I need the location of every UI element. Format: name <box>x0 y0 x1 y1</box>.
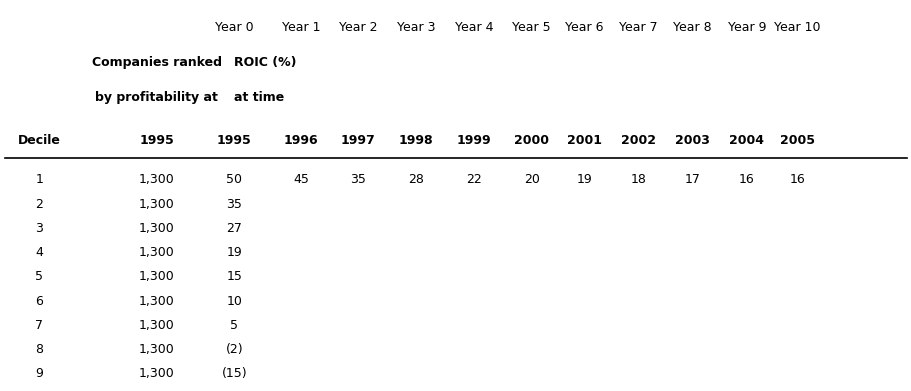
Text: (15): (15) <box>221 367 247 380</box>
Text: Year 9: Year 9 <box>727 21 765 34</box>
Text: 1,300: 1,300 <box>138 367 175 380</box>
Text: 19: 19 <box>576 173 592 187</box>
Text: 2001: 2001 <box>567 134 601 147</box>
Text: 1: 1 <box>36 173 43 187</box>
Text: (2): (2) <box>225 343 243 356</box>
Text: 8: 8 <box>36 343 43 356</box>
Text: 5: 5 <box>230 319 238 332</box>
Text: 20: 20 <box>523 173 539 187</box>
Text: 1995: 1995 <box>217 134 251 147</box>
Text: 1,300: 1,300 <box>138 270 175 283</box>
Text: 35: 35 <box>350 173 366 187</box>
Text: 1,300: 1,300 <box>138 197 175 211</box>
Text: 18: 18 <box>630 173 646 187</box>
Text: 45: 45 <box>292 173 309 187</box>
Text: 1,300: 1,300 <box>138 246 175 259</box>
Text: Year 1: Year 1 <box>281 21 320 34</box>
Text: ROIC (%): ROIC (%) <box>234 56 297 69</box>
Text: 2: 2 <box>36 197 43 211</box>
Text: 2005: 2005 <box>779 134 814 147</box>
Text: Year 2: Year 2 <box>339 21 377 34</box>
Text: 6: 6 <box>36 294 43 308</box>
Text: 1,300: 1,300 <box>138 294 175 308</box>
Text: 28: 28 <box>407 173 424 187</box>
Text: 16: 16 <box>738 173 754 187</box>
Text: 4: 4 <box>36 246 43 259</box>
Text: 2004: 2004 <box>729 134 763 147</box>
Text: 1998: 1998 <box>398 134 433 147</box>
Text: 7: 7 <box>36 319 43 332</box>
Text: 10: 10 <box>226 294 242 308</box>
Text: Year 0: Year 0 <box>215 21 253 34</box>
Text: 1,300: 1,300 <box>138 173 175 187</box>
Text: 1999: 1999 <box>456 134 491 147</box>
Text: 22: 22 <box>466 173 482 187</box>
Text: 1995: 1995 <box>139 134 174 147</box>
Text: 1,300: 1,300 <box>138 343 175 356</box>
Text: 2003: 2003 <box>674 134 709 147</box>
Text: Year 8: Year 8 <box>672 21 711 34</box>
Text: at time: at time <box>234 91 284 104</box>
Text: Year 6: Year 6 <box>565 21 603 34</box>
Text: Year 10: Year 10 <box>773 21 819 34</box>
Text: 27: 27 <box>226 222 242 235</box>
Text: by profitability at: by profitability at <box>96 91 218 104</box>
Text: Decile: Decile <box>17 134 61 147</box>
Text: 2002: 2002 <box>620 134 655 147</box>
Text: 1,300: 1,300 <box>138 222 175 235</box>
Text: 1996: 1996 <box>283 134 318 147</box>
Text: 2000: 2000 <box>514 134 548 147</box>
Text: 1,300: 1,300 <box>138 319 175 332</box>
Text: Year 4: Year 4 <box>455 21 493 34</box>
Text: 35: 35 <box>226 197 242 211</box>
Text: 5: 5 <box>36 270 43 283</box>
Text: 1997: 1997 <box>341 134 375 147</box>
Text: Year 7: Year 7 <box>619 21 657 34</box>
Text: 17: 17 <box>683 173 700 187</box>
Text: 19: 19 <box>226 246 242 259</box>
Text: 3: 3 <box>36 222 43 235</box>
Text: 50: 50 <box>226 173 242 187</box>
Text: Companies ranked: Companies ranked <box>92 56 221 69</box>
Text: Year 3: Year 3 <box>396 21 435 34</box>
Text: Year 5: Year 5 <box>512 21 550 34</box>
Text: 9: 9 <box>36 367 43 380</box>
Text: 16: 16 <box>788 173 804 187</box>
Text: 15: 15 <box>226 270 242 283</box>
